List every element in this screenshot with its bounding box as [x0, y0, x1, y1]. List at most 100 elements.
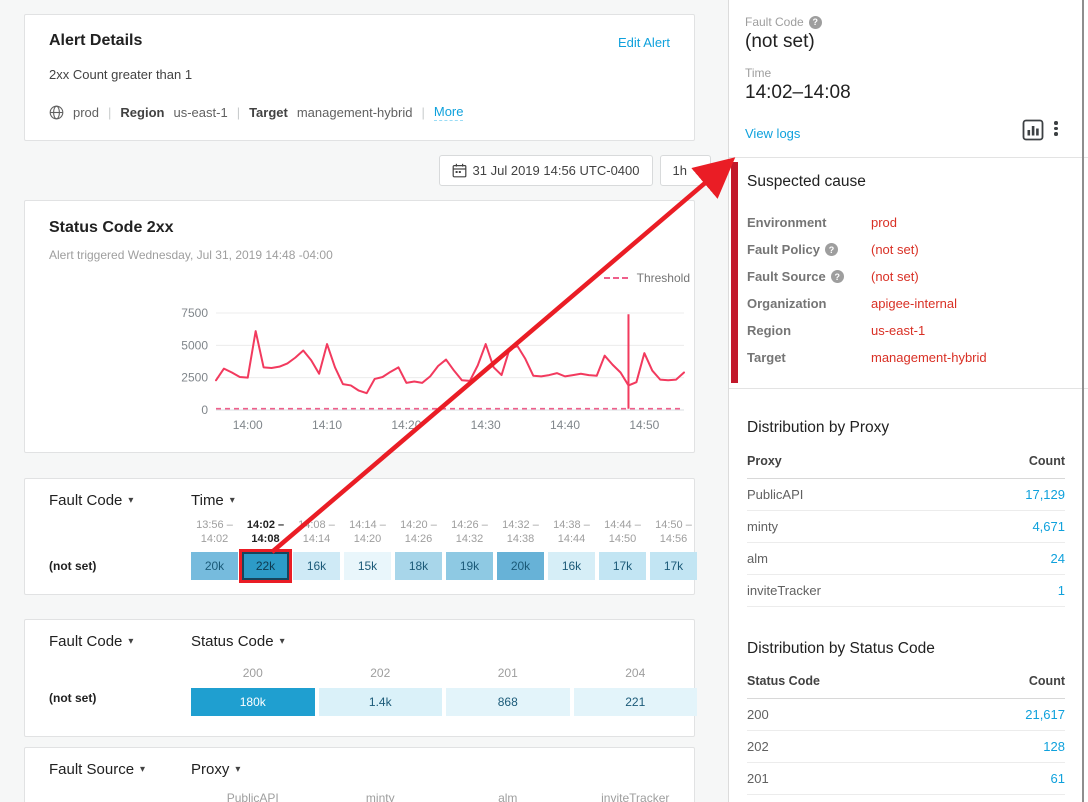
heatmap-cell[interactable]: 17k: [599, 552, 646, 580]
svg-text:0: 0: [201, 403, 208, 417]
row-label: PublicAPI: [747, 487, 804, 502]
suspected-cause-row: Environment prod: [747, 209, 1067, 236]
table-row: 200 21,617: [747, 699, 1065, 731]
alert-triggered-text: Alert triggered Wednesday, Jul 31, 2019 …: [49, 248, 333, 262]
heatmap-cell[interactable]: 16k: [293, 552, 340, 580]
chevron-down-icon: ▾: [128, 636, 134, 647]
count-link[interactable]: 1: [1057, 583, 1065, 598]
dimension-label: Time: [191, 492, 224, 509]
time-toolbar: 31 Jul 2019 14:56 UTC-0400 1h ▾: [438, 155, 711, 186]
alert-condition-text: 2xx Count greater than 1: [49, 67, 193, 82]
heatmap-column: 14:32 –14:38 20k: [497, 518, 544, 580]
suspected-cause-row: Fault Source? (not set): [747, 263, 1067, 290]
heatmap-cell[interactable]: 15k: [344, 552, 391, 580]
svg-text:2500: 2500: [181, 371, 208, 385]
proxy-column-header: inviteTracker: [601, 791, 670, 802]
count-link[interactable]: 21,617: [1025, 707, 1065, 722]
scrollbar[interactable]: [1082, 0, 1084, 802]
heatmap-cell[interactable]: 180k: [191, 688, 315, 716]
table-row: inviteTracker 1: [747, 575, 1065, 607]
environment-value: prod: [73, 105, 100, 120]
label-text: Environment: [747, 215, 827, 230]
heatmap-column: 13:56 –14:02 20k: [191, 518, 238, 580]
datetime-picker-button[interactable]: 31 Jul 2019 14:56 UTC-0400: [438, 155, 653, 186]
edit-alert-link[interactable]: Edit Alert: [617, 35, 670, 50]
view-logs-link[interactable]: View logs: [745, 126, 801, 141]
status-code-dimension-dropdown[interactable]: Status Code ▾: [191, 633, 285, 650]
chart-title: Status Code 2xx: [49, 219, 174, 236]
heatmap-cell[interactable]: 19k: [446, 552, 493, 580]
svg-text:14:50: 14:50: [629, 418, 659, 432]
bar-chart-icon[interactable]: [1022, 119, 1044, 141]
table-row: alm 24: [747, 543, 1065, 575]
target-label: Target: [249, 105, 288, 120]
row-value: (not set): [871, 269, 919, 284]
suspected-cause-title: Suspected cause: [747, 173, 866, 190]
heatmap-cell[interactable]: 17k: [650, 552, 697, 580]
panel-divider: [729, 157, 1088, 158]
heatmap-row-label: (not set): [49, 559, 97, 573]
count-link[interactable]: 128: [1043, 739, 1065, 754]
heatmap-cell[interactable]: 868: [446, 688, 570, 716]
distribution-by-proxy-table: Proxy Count PublicAPI 17,129 minty 4,671 alm…: [747, 454, 1065, 607]
fault-source-dimension-dropdown[interactable]: Fault Source ▾: [49, 761, 145, 778]
table-row: minty 4,671: [747, 511, 1065, 543]
help-icon[interactable]: ?: [824, 243, 838, 256]
suspected-cause-row: Organization apigee-internal: [747, 290, 1067, 317]
row-label: minty: [747, 519, 779, 534]
suspected-cause-row: Region us-east-1: [747, 317, 1067, 344]
fault-source-proxy-card: Fault Source ▾ Proxy ▾ PublicAPI minty alm in…: [24, 747, 695, 802]
region-label: Region: [120, 105, 165, 120]
meta-separator: |: [236, 105, 241, 120]
heatmap-cell[interactable]: 221: [573, 688, 697, 716]
fault-code-value: (not set): [745, 31, 815, 52]
heatmap-column: 14:50 –14:56 17k: [650, 518, 697, 580]
table-header: Proxy Count: [747, 454, 1065, 479]
kebab-menu-icon[interactable]: [1054, 121, 1058, 136]
proxy-column-header: PublicAPI: [226, 791, 279, 802]
chevron-down-icon: ▾: [128, 495, 134, 506]
range-dropdown[interactable]: 1h ▾: [659, 155, 711, 186]
dimension-label: Fault Source: [49, 761, 135, 778]
proxy-column-header: minty: [365, 791, 395, 802]
svg-text:14:00: 14:00: [233, 418, 263, 432]
meta-separator: |: [108, 105, 112, 120]
fault-code-dimension-dropdown[interactable]: Fault Code ▾: [49, 633, 133, 650]
heatmap-column: 204 221: [573, 666, 697, 716]
count-link[interactable]: 61: [1050, 771, 1065, 786]
count-link[interactable]: 17,129: [1025, 487, 1065, 502]
help-icon[interactable]: ?: [830, 270, 844, 283]
heatmap-column: 14:08 –14:14 16k: [293, 518, 340, 580]
detail-side-panel: Fault Code ? (not set) Time 14:02–14:08 …: [728, 0, 1088, 802]
proxy-dimension-dropdown[interactable]: Proxy ▾: [191, 761, 240, 778]
datetime-value: 31 Jul 2019 14:56 UTC-0400: [472, 163, 640, 178]
heatmap-column: 200 180k: [191, 666, 315, 716]
row-value: (not set): [871, 242, 919, 257]
time-dimension-dropdown[interactable]: Time ▾: [191, 492, 235, 509]
count-link[interactable]: 24: [1050, 551, 1065, 566]
row-label: alm: [747, 551, 768, 566]
heatmap-cell[interactable]: 20k: [191, 552, 238, 580]
help-icon[interactable]: ?: [808, 15, 822, 29]
status-code-header: 204: [625, 666, 646, 680]
heatmap-cell[interactable]: 1.4k: [318, 688, 442, 716]
chevron-down-icon: ▾: [692, 165, 698, 176]
heatmap-cell[interactable]: 22k: [239, 549, 292, 583]
heatmap-cell[interactable]: 16k: [548, 552, 595, 580]
count-link[interactable]: 4,671: [1032, 519, 1065, 534]
column-header: Status Code: [747, 674, 820, 688]
status-code-chart-card: Status Code 2xx Alert triggered Wednesda…: [24, 200, 695, 453]
dimension-label: Fault Code: [49, 492, 123, 509]
dimension-label: Status Code: [191, 633, 274, 650]
heatmap-row-label: (not set): [49, 691, 97, 705]
fault-code-label: Fault Code ?: [745, 15, 822, 29]
more-link[interactable]: More: [433, 104, 464, 121]
heatmap-cell[interactable]: 20k: [497, 552, 544, 580]
line-chart: 0 2500 5000 7500 14:00 14:10 14:20 14:30 14:40 14…: [181, 306, 685, 432]
distribution-by-status-title: Distribution by Status Code: [747, 640, 935, 657]
fault-code-dimension-dropdown[interactable]: Fault Code ▾: [49, 492, 133, 509]
column-header: Proxy: [747, 454, 782, 468]
row-value: us-east-1: [871, 323, 926, 338]
suspected-cause-red-bar: [731, 162, 738, 383]
heatmap-cell[interactable]: 18k: [395, 552, 442, 580]
